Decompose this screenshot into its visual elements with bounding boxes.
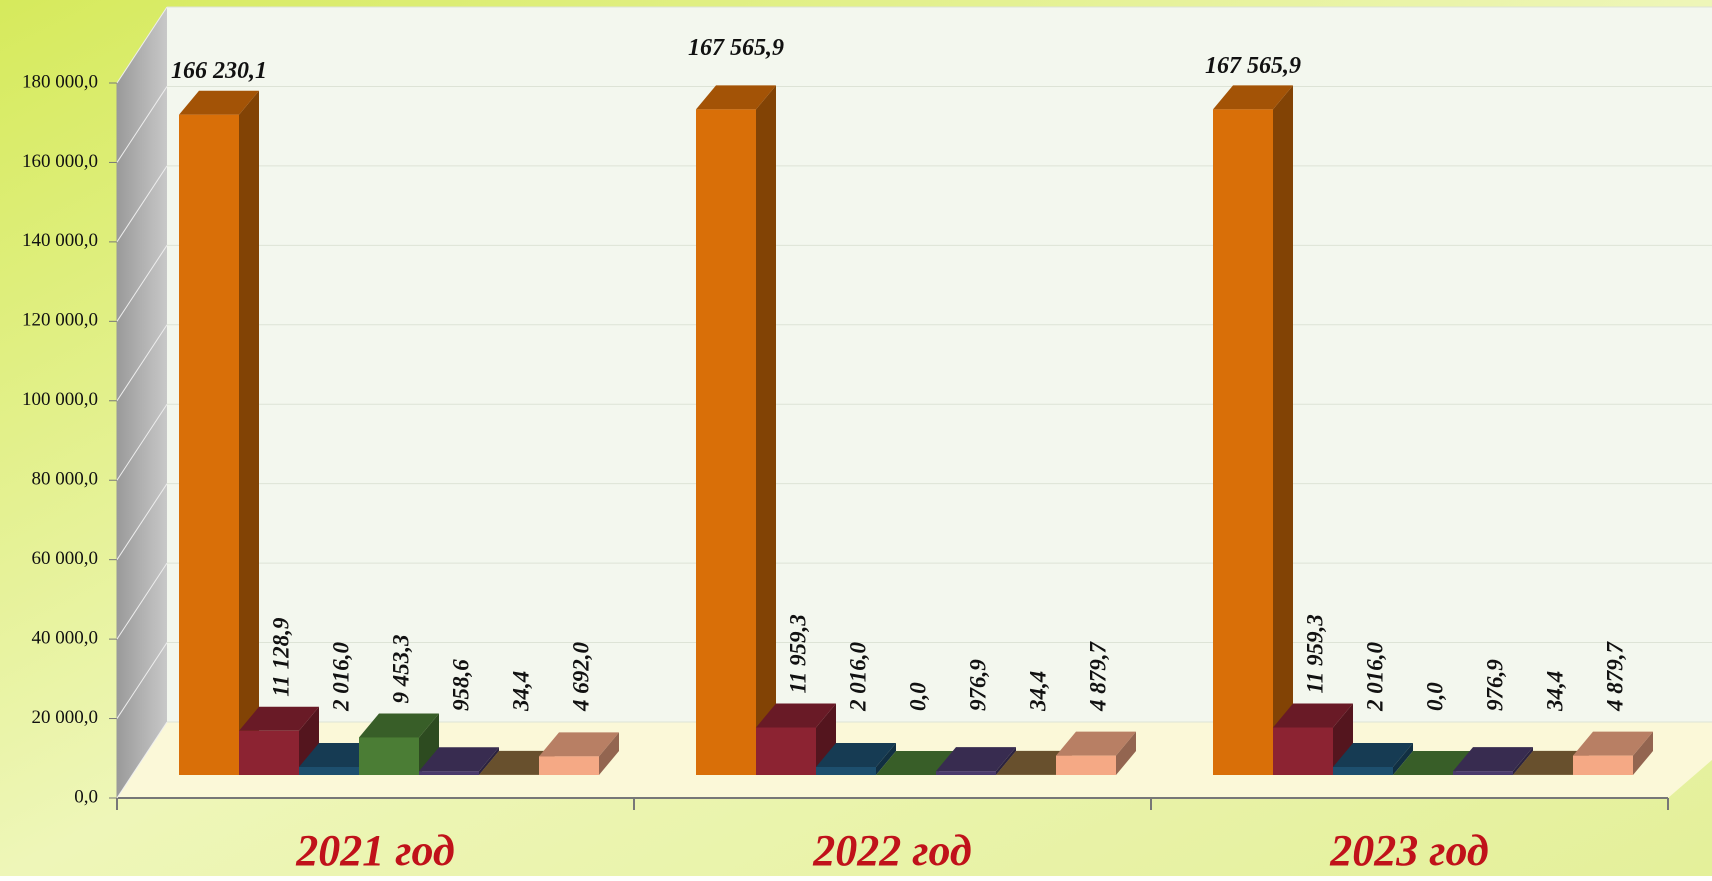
y-tick-label: 20 000,0 [32, 707, 99, 728]
y-tick-label: 120 000,0 [22, 310, 98, 331]
y-tick-label: 0,0 [74, 786, 98, 807]
bar [1333, 767, 1393, 775]
data-label: 167 565,9 [688, 35, 784, 61]
data-label: 9 453,3 [388, 634, 413, 703]
data-label: 2 016,0 [328, 642, 353, 713]
data-label: 0,0 [1422, 682, 1447, 711]
data-label: 4 692,0 [568, 642, 593, 713]
bar [1453, 771, 1513, 775]
y-tick-label: 60 000,0 [32, 548, 99, 569]
data-label: 2 016,0 [845, 642, 870, 713]
y-tick-label: 160 000,0 [22, 151, 98, 172]
back-wall [167, 7, 1712, 722]
side-wall [117, 7, 167, 798]
bar [1573, 756, 1633, 775]
bar [756, 727, 816, 775]
data-label: 34,4 [508, 671, 533, 712]
data-label: 958,6 [448, 659, 473, 711]
bar-side [1273, 85, 1293, 775]
bar [696, 109, 756, 775]
data-label: 11 959,3 [785, 614, 810, 693]
bar [239, 731, 299, 775]
data-label: 166 230,1 [171, 58, 267, 84]
data-label: 4 879,7 [1085, 641, 1110, 713]
bar [1273, 727, 1333, 775]
y-tick-label: 140 000,0 [22, 230, 98, 251]
bar-side [239, 91, 259, 775]
data-label: 976,9 [965, 659, 990, 711]
data-label: 34,4 [1542, 671, 1567, 712]
data-label: 167 565,9 [1205, 53, 1301, 79]
bar [1213, 109, 1273, 775]
data-label: 0,0 [905, 682, 930, 711]
data-label: 11 128,9 [268, 617, 293, 697]
bar [179, 115, 239, 775]
data-label: 34,4 [1025, 671, 1050, 712]
bar [1056, 756, 1116, 775]
y-tick-label: 40 000,0 [32, 627, 99, 648]
bar [816, 767, 876, 775]
y-tick-label: 180 000,0 [22, 71, 98, 92]
data-label: 2 016,0 [1362, 642, 1387, 713]
x-tick-label: 2022 год [812, 826, 972, 875]
bar [299, 767, 359, 775]
bar [539, 756, 599, 775]
y-tick-label: 100 000,0 [22, 389, 98, 410]
bar [359, 737, 419, 775]
bar [419, 771, 479, 775]
data-label: 976,9 [1482, 659, 1507, 711]
x-tick-label: 2021 год [295, 826, 455, 875]
bar-side [756, 85, 776, 775]
bar [936, 771, 996, 775]
x-tick-label: 2023 год [1329, 826, 1489, 875]
y-tick-label: 80 000,0 [32, 469, 99, 490]
data-label: 11 959,3 [1302, 614, 1327, 693]
data-label: 4 879,7 [1602, 641, 1627, 713]
